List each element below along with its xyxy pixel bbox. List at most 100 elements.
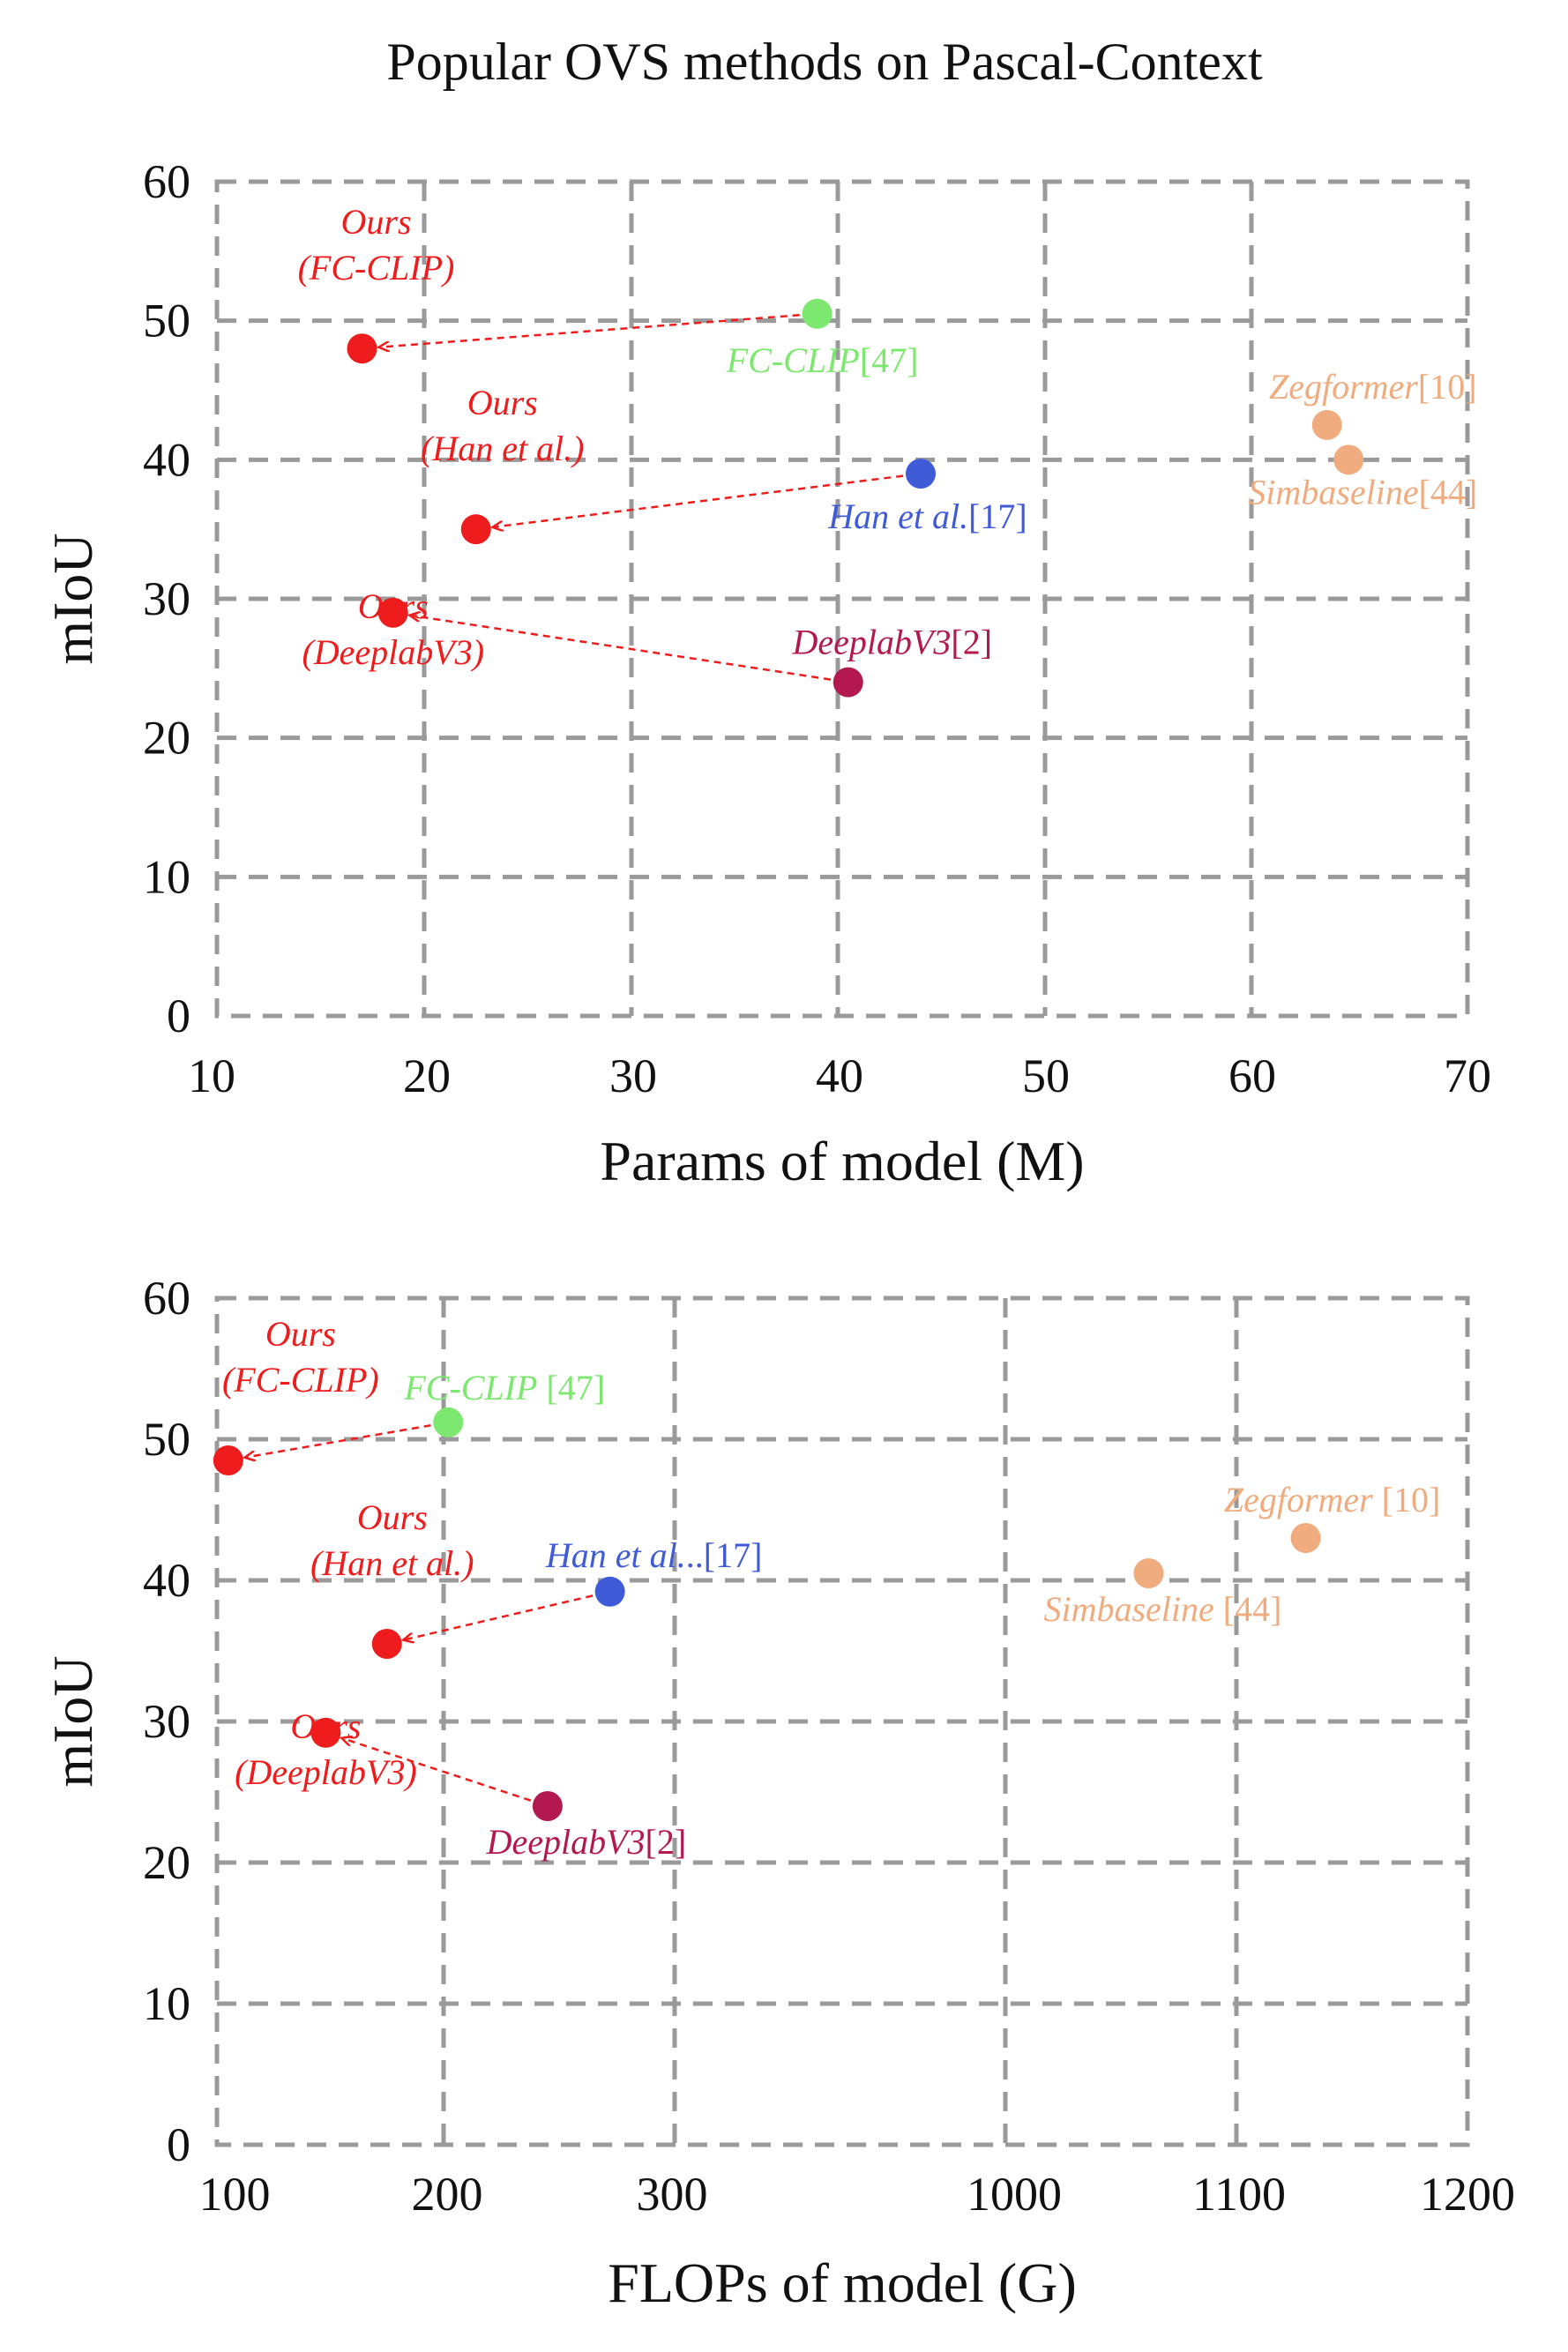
- point-label-name: Zegformer: [1269, 367, 1418, 407]
- point-label-name: FC-CLIP: [726, 340, 860, 380]
- point-han-et-al: [594, 1576, 625, 1607]
- point-zegformer: [1290, 1523, 1321, 1553]
- point-label: Ours: [357, 1497, 428, 1537]
- point-label: Ours: [358, 586, 429, 626]
- point-label-name: (DeeplabV3): [302, 632, 484, 672]
- y-tick-label: 30: [143, 572, 190, 625]
- x-tick-label: 100: [199, 2168, 271, 2221]
- y-tick-label: 30: [143, 1695, 190, 1748]
- point-label-ref: [2]: [646, 1822, 687, 1862]
- x-tick-label: 1100: [1192, 2168, 1286, 2221]
- y-tick-label: 10: [143, 1977, 190, 2030]
- point-fc-clip: [433, 1407, 464, 1437]
- point-label: (Han et al.): [421, 429, 585, 468]
- point-label-name: (Han et al.): [421, 429, 585, 468]
- y-tick-label: 40: [143, 433, 190, 486]
- y-tick-label: 0: [167, 989, 190, 1042]
- y-tick-label: 60: [143, 155, 190, 208]
- point-label-name: Ours: [467, 383, 538, 422]
- point-deeplabv3: [532, 1791, 563, 1821]
- y-tick-label: 10: [143, 850, 190, 903]
- point-label: DeeplabV3[2]: [486, 1822, 687, 1862]
- point-simbaseline: [1333, 444, 1364, 475]
- point-label-name: DeeplabV3: [486, 1822, 646, 1862]
- x-tick-label: 10: [188, 1049, 235, 1102]
- point-fc-clip: [802, 298, 833, 329]
- point-label-name: Simbaseline: [1043, 1589, 1213, 1629]
- point-label-name: DeeplabV3: [791, 623, 951, 662]
- chart-title: Popular OVS methods on Pascal-Context: [386, 33, 1263, 91]
- point-ours-fc-clip: [213, 1445, 243, 1475]
- point-label-ref: [47]: [860, 340, 919, 380]
- y-tick-label: 40: [143, 1554, 190, 1607]
- point-han-et-al: [906, 459, 936, 489]
- x-tick-label: 60: [1228, 1049, 1276, 1102]
- point-deeplabv3: [833, 667, 863, 698]
- x-tick-label: 20: [403, 1049, 451, 1102]
- y-tick-label: 50: [143, 1413, 190, 1466]
- point-label-ref: [10]: [1373, 1480, 1441, 1519]
- point-ours-deeplabv3: [310, 1717, 341, 1748]
- x-tick-label: 1000: [967, 2168, 1062, 2221]
- x-tick-label: 200: [412, 2168, 483, 2221]
- point-label: Ours: [467, 383, 538, 422]
- point-label: Ours: [290, 1706, 361, 1746]
- x-tick-label: 30: [609, 1049, 657, 1102]
- chart-params: 0 10 20 30 40 50 60 10 20 30 40 50 60 70 Params of mod…: [41, 155, 1491, 1192]
- point-label-ref: ..[17]: [686, 1535, 763, 1575]
- x-axis-label: Params of model (M): [600, 1130, 1084, 1192]
- point-ours-deeplabv3: [377, 597, 408, 628]
- point-label: Ours: [340, 202, 411, 242]
- arrow-deeplabv3: [342, 1738, 532, 1802]
- arrow-deeplabv3: [411, 616, 832, 681]
- point-label-name: Ours: [358, 586, 429, 626]
- y-tick-label: 60: [143, 1272, 190, 1325]
- point-label-name: (FC-CLIP): [298, 248, 455, 287]
- y-axis-label: mIoU: [41, 533, 104, 664]
- point-label-name: Ours: [290, 1706, 361, 1746]
- x-tick-label: 300: [637, 2168, 708, 2221]
- y-tick-label: 50: [143, 295, 190, 347]
- point-label: (FC-CLIP): [298, 248, 455, 287]
- arrow-fc-clip: [379, 314, 800, 347]
- point-label: Zegformer [10]: [1224, 1480, 1441, 1519]
- point-label-ref: [47]: [537, 1368, 605, 1407]
- point-label: Han et al.[17]: [827, 497, 1027, 536]
- arrow-fc-clip: [246, 1423, 431, 1457]
- point-ours-fc-clip: [347, 333, 377, 364]
- point-simbaseline: [1133, 1558, 1164, 1588]
- point-label-name: Han et al.: [827, 497, 968, 536]
- point-label: (DeeplabV3): [235, 1752, 417, 1792]
- point-label-ref: [44]: [1419, 472, 1478, 511]
- point-zegformer: [1311, 409, 1342, 440]
- point-label: DeeplabV3[2]: [791, 623, 992, 662]
- x-axis-label: FLOPs of model (G): [608, 2251, 1077, 2314]
- y-tick-label: 20: [143, 712, 190, 765]
- x-tick-label: 40: [816, 1049, 863, 1102]
- point-label: FC-CLIP [47]: [403, 1368, 605, 1407]
- point-label-name: (DeeplabV3): [235, 1752, 417, 1792]
- y-tick-label: 0: [167, 2118, 190, 2171]
- point-label: (DeeplabV3): [302, 632, 484, 672]
- point-label-name: (FC-CLIP): [222, 1360, 379, 1400]
- point-label: Han et al...[17]: [545, 1535, 763, 1575]
- point-label: Simbaseline [44]: [1043, 1589, 1281, 1629]
- x-tick-label: 1200: [1420, 2168, 1515, 2221]
- point-label: Simbaseline[44]: [1248, 472, 1477, 511]
- point-label: (Han et al.): [310, 1543, 474, 1583]
- point-label-name: Simbaseline: [1248, 472, 1418, 511]
- chart-flops: 0 10 20 30 40 50 60 100 200 300 1000 1100 1200 FLOPs …: [41, 1272, 1515, 2314]
- x-tick-label: 50: [1022, 1049, 1070, 1102]
- y-axis-label: mIoU: [41, 1655, 104, 1787]
- x-tick-label: 70: [1444, 1049, 1491, 1102]
- point-label: Ours: [265, 1314, 336, 1354]
- point-label-name: Ours: [340, 202, 411, 242]
- point-label: Zegformer[10]: [1269, 367, 1477, 407]
- point-label-name: Ours: [265, 1314, 336, 1354]
- arrow-han-et-al: [404, 1594, 594, 1639]
- point-label-ref: [2]: [951, 623, 992, 662]
- point-label-name: (Han et al.): [310, 1543, 474, 1583]
- point-label: (FC-CLIP): [222, 1360, 379, 1400]
- point-label-ref: [44]: [1214, 1589, 1282, 1629]
